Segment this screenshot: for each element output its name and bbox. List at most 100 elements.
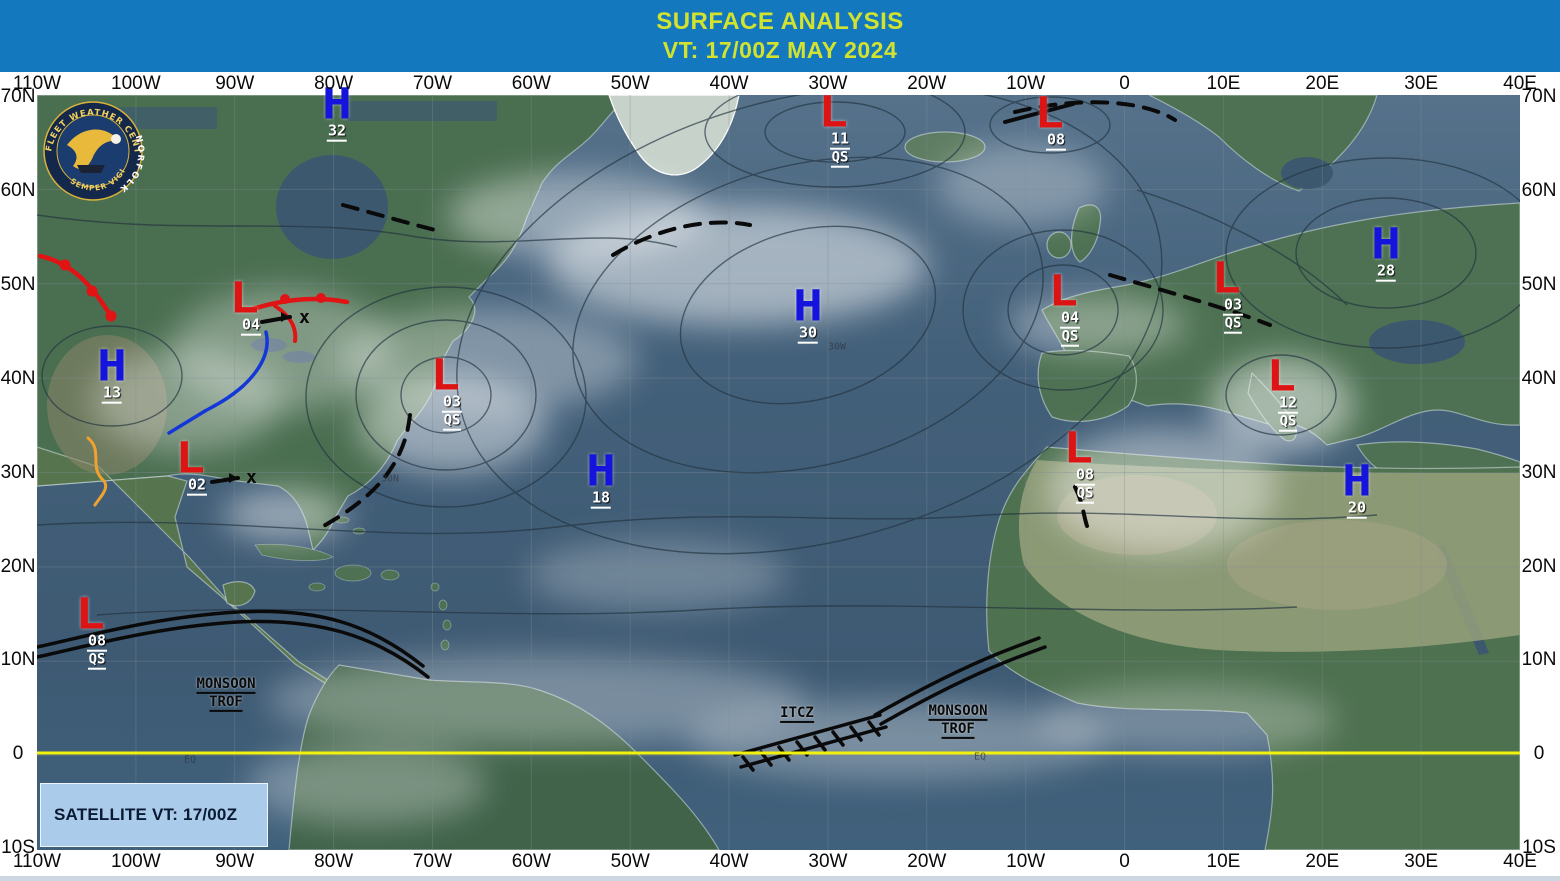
pressure-value: 02 (186, 475, 208, 496)
pressure-marker-l-04: L 04 QS (1046, 270, 1081, 347)
pressure-value: 03 (441, 393, 463, 413)
lon-label-top: 40W (709, 73, 749, 94)
pressure-qs-tag: QS (1223, 315, 1243, 334)
x-mark-lakes: x (299, 307, 310, 328)
great-britain (1071, 204, 1102, 263)
lat-label-right: 50N (1521, 273, 1557, 295)
baltic-sea (1281, 157, 1333, 189)
lon-label-top: 40E (1503, 73, 1537, 94)
cold-front-midwest-2 (167, 409, 207, 435)
trough-label: MONSOON TROF (196, 676, 256, 713)
cloud-layer (92, 143, 1354, 825)
lon-label-top: 30W (808, 73, 848, 94)
pressure-value: 30 (797, 323, 819, 344)
gridline-tag: EQ (183, 754, 197, 766)
islands (254, 516, 452, 651)
lat-label-right: 60N (1521, 179, 1557, 201)
trough-east-coast (318, 413, 412, 530)
monsoon-trough-layer (37, 609, 1047, 772)
lon-label-top: 70W (412, 73, 453, 94)
cold-front-midwest (203, 330, 269, 413)
pressure-letter: L (175, 433, 205, 483)
warm-front-great-lakes (247, 296, 350, 313)
pressure-marker-l-04: L 04 (227, 273, 262, 336)
pressure-letter: L (1034, 88, 1064, 138)
lat-label-left: 30N (0, 461, 36, 483)
pressure-value: 08 (86, 632, 108, 652)
lon-label-bottom: 50W (610, 851, 650, 872)
pressure-letter: L (818, 87, 848, 137)
pressure-qs-tag: QS (1278, 413, 1298, 432)
valid-time: VT: 17/00Z MAY 2024 (662, 37, 898, 64)
trough-label: ITCZ (780, 705, 814, 724)
lon-label-top: 20E (1305, 73, 1340, 94)
lon-label-bottom: 10E (1206, 851, 1241, 872)
lon-label-top: 100W (111, 73, 161, 94)
pressure-qs-tag: QS (1060, 328, 1080, 347)
pressure-marker-l-08: L 08 QS (73, 589, 108, 670)
trough-lines (318, 100, 1272, 531)
lon-label-top: 10E (1206, 73, 1241, 94)
analysis-map: x x (37, 83, 1520, 850)
lon-label-top: 20W (907, 73, 947, 94)
lat-label-left: 70N (0, 86, 36, 107)
gridline-tag: 30N (380, 473, 400, 485)
lon-label-bottom: 10W (1006, 851, 1046, 872)
pressure-marker-l-02: L 02 (173, 433, 208, 496)
pressure-value: 32 (326, 121, 348, 142)
lon-label-bottom: 30E (1404, 851, 1439, 872)
pressure-letter: H (1342, 456, 1372, 506)
lon-label-bottom: 100W (111, 851, 161, 872)
trough-iceland (1013, 100, 1177, 122)
hispaniola (334, 564, 372, 582)
black-sea (1369, 320, 1465, 364)
pressure-value: 28 (1375, 261, 1397, 282)
gridline-tag: EQ (973, 751, 987, 763)
trough-s-greenland (611, 220, 752, 257)
lon-label-bottom: 60W (511, 851, 551, 872)
pressure-value: 12 (1277, 394, 1299, 414)
trough-europe (1108, 273, 1272, 327)
lon-label-top: 90W (215, 73, 255, 94)
title-bar: SURFACE ANALYSIS VT: 17/00Z MAY 2024 (0, 0, 1560, 72)
pressure-letter: L (430, 350, 460, 400)
pressure-qs-tag: QS (87, 651, 107, 670)
lon-label-bottom: 20E (1305, 851, 1340, 872)
pressure-value: 08 (1074, 466, 1096, 486)
lat-label-left: 20N (0, 555, 36, 577)
lon-label-bottom: 110W (12, 851, 62, 872)
lon-label-top: 0 (1119, 73, 1130, 94)
pressure-value: 08 (1045, 130, 1067, 151)
pressure-qs-tag: QS (830, 149, 850, 168)
pressure-letter: H (322, 79, 352, 129)
front-layer (37, 253, 350, 507)
x-mark-gulf: x (246, 467, 257, 488)
pressure-marker-h-32: H 32 (322, 79, 352, 142)
lon-label-top: 110W (12, 73, 62, 94)
lat-label-right: 0 (1533, 743, 1545, 765)
pressure-marker-h-18: H 18 (586, 450, 616, 509)
satellite-caption-box: SATELLITE VT: 17/00Z (40, 783, 268, 847)
gridline-tag: 30W (827, 341, 847, 353)
lat-label-right: 20N (1521, 555, 1557, 577)
pressure-letter: L (75, 589, 105, 639)
lon-label-top: 30E (1404, 73, 1439, 94)
yucatan (222, 581, 256, 607)
lat-label-right: 10S (1522, 837, 1556, 859)
satellite-caption: SATELLITE VT: 17/00Z (54, 805, 238, 824)
pressure-value: 04 (1059, 309, 1081, 329)
lat-label-left: 60N (0, 179, 36, 201)
pressure-value: 18 (590, 488, 612, 509)
lon-label-top: 80W (314, 73, 354, 94)
pressure-marker-l-08: L 08 QS (1061, 427, 1096, 504)
lat-label-left: 10S (1, 837, 35, 859)
front-iceland-solid (1003, 102, 1075, 124)
pressure-qs-tag: QS (1075, 485, 1095, 504)
pressure-letter: H (793, 281, 823, 331)
pressure-letter: L (229, 273, 259, 323)
pressure-marker-l-12: L 12 QS (1264, 355, 1299, 432)
lat-label-right: 30N (1521, 461, 1557, 483)
itcz-hatch (733, 713, 888, 772)
warm-front-great-lakes-2 (273, 304, 298, 343)
